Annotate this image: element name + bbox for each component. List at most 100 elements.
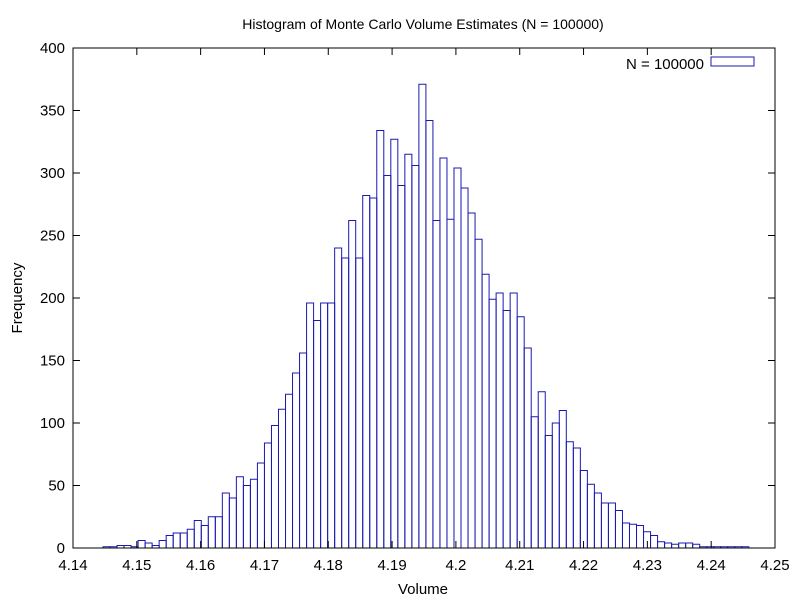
histogram-bar — [607, 502, 616, 549]
y-tick-label: 300 — [40, 165, 65, 182]
histogram-bar — [516, 316, 525, 549]
histogram-bar — [249, 478, 258, 549]
x-tick-label: 4.24 — [697, 557, 726, 574]
histogram-bar — [221, 492, 230, 549]
y-tick-label: 50 — [48, 478, 65, 495]
histogram-bar — [235, 476, 244, 549]
x-axis-label: Volume — [398, 581, 448, 598]
histogram-bar — [453, 167, 462, 549]
x-tick-label: 4.25 — [760, 557, 789, 574]
histogram-bar — [179, 532, 188, 549]
histogram-bar — [579, 470, 588, 549]
histogram-bar — [137, 540, 146, 549]
histogram-bar — [593, 492, 602, 549]
y-tick-label: 350 — [40, 103, 65, 120]
y-tick-label: 150 — [40, 353, 65, 370]
histogram-bar — [523, 347, 532, 549]
histogram-bar — [242, 485, 251, 549]
histogram-bar — [657, 541, 666, 549]
histogram-bar — [200, 525, 209, 549]
histogram-bar — [334, 247, 343, 549]
histogram-bar — [692, 543, 701, 549]
histogram-bar — [172, 532, 181, 549]
histogram-bar — [369, 197, 378, 549]
bars-group — [102, 83, 750, 549]
histogram-bar — [313, 320, 322, 549]
y-tick-label: 250 — [40, 228, 65, 245]
histogram-bar — [621, 522, 630, 549]
chart-title: Histogram of Monte Carlo Volume Estimate… — [242, 16, 603, 32]
histogram-bar — [285, 393, 294, 549]
plot-frame — [72, 47, 776, 549]
legend: N = 100000 — [626, 56, 755, 73]
x-tick-label: 4.16 — [186, 557, 215, 574]
histogram-bar — [292, 372, 301, 549]
histogram-bar — [586, 483, 595, 549]
histogram-bar — [144, 542, 153, 549]
histogram-bar — [446, 218, 455, 549]
histogram-bar — [502, 310, 511, 549]
histogram-bar — [158, 540, 167, 549]
x-tick-label: 4.17 — [250, 557, 279, 574]
y-tick-label: 100 — [40, 415, 65, 432]
histogram-bar — [383, 175, 392, 549]
ticks-group: 4.14 4.15 4.16 4.17 4.18 4.19 4.2 4.21 4.22 4.23 4… — [40, 40, 790, 574]
x-tick-label: 4.21 — [505, 557, 534, 574]
histogram-bar — [207, 516, 216, 549]
histogram-bar — [348, 220, 357, 549]
histogram-bar — [481, 273, 490, 549]
histogram-bar — [558, 410, 567, 549]
histogram-bar — [636, 525, 645, 549]
histogram-bar — [355, 257, 364, 549]
x-tick-label: 4.23 — [633, 557, 662, 574]
x-tick-label: 4.15 — [122, 557, 151, 574]
y-tick-label: 0 — [57, 540, 65, 557]
histogram-bar — [256, 462, 265, 549]
histogram-bar — [474, 238, 483, 549]
histogram-bar — [678, 542, 687, 549]
y-tick-label: 400 — [40, 40, 65, 57]
histogram-bar — [628, 523, 638, 549]
histogram-bar — [460, 187, 469, 549]
histogram-bar — [439, 157, 448, 549]
histogram-bar — [509, 292, 518, 549]
histogram-bar — [320, 302, 329, 549]
histogram-bar — [186, 528, 195, 549]
x-tick-label: 4.18 — [314, 557, 343, 574]
histogram-bar — [165, 535, 174, 549]
histogram-bar — [467, 212, 476, 549]
histogram-bar — [418, 83, 427, 549]
histogram-bar — [306, 302, 315, 549]
x-tick-label: 4.14 — [58, 557, 87, 574]
histogram-bar — [530, 416, 539, 549]
histogram-bar — [600, 502, 609, 549]
histogram-bar — [544, 435, 553, 549]
histogram-bar — [404, 153, 413, 549]
histogram-bar — [671, 543, 680, 549]
histogram-bar — [432, 220, 441, 549]
y-tick-label: 200 — [40, 290, 65, 307]
histogram-bar — [362, 195, 371, 549]
histogram-bar — [228, 497, 237, 549]
histogram-bar — [397, 185, 406, 549]
histogram-bar — [390, 138, 399, 549]
histogram-bar — [425, 120, 434, 549]
legend-swatch — [710, 56, 755, 67]
histogram-bar — [614, 510, 623, 549]
legend-label: N = 100000 — [626, 56, 704, 73]
histogram-bar — [565, 441, 574, 549]
histogram-bar — [327, 302, 336, 549]
histogram-bar — [376, 130, 385, 549]
histogram-bar — [341, 257, 350, 549]
histogram-bar — [263, 442, 272, 549]
x-tick-label: 4.19 — [377, 557, 406, 574]
histogram-bar — [214, 516, 223, 549]
x-tick-label: 4.22 — [569, 557, 598, 574]
histogram-bar — [685, 542, 694, 549]
histogram-bar — [277, 408, 287, 549]
y-axis-label: Frequency — [9, 262, 26, 333]
histogram-bar — [664, 542, 673, 549]
histogram-bar — [270, 425, 279, 549]
